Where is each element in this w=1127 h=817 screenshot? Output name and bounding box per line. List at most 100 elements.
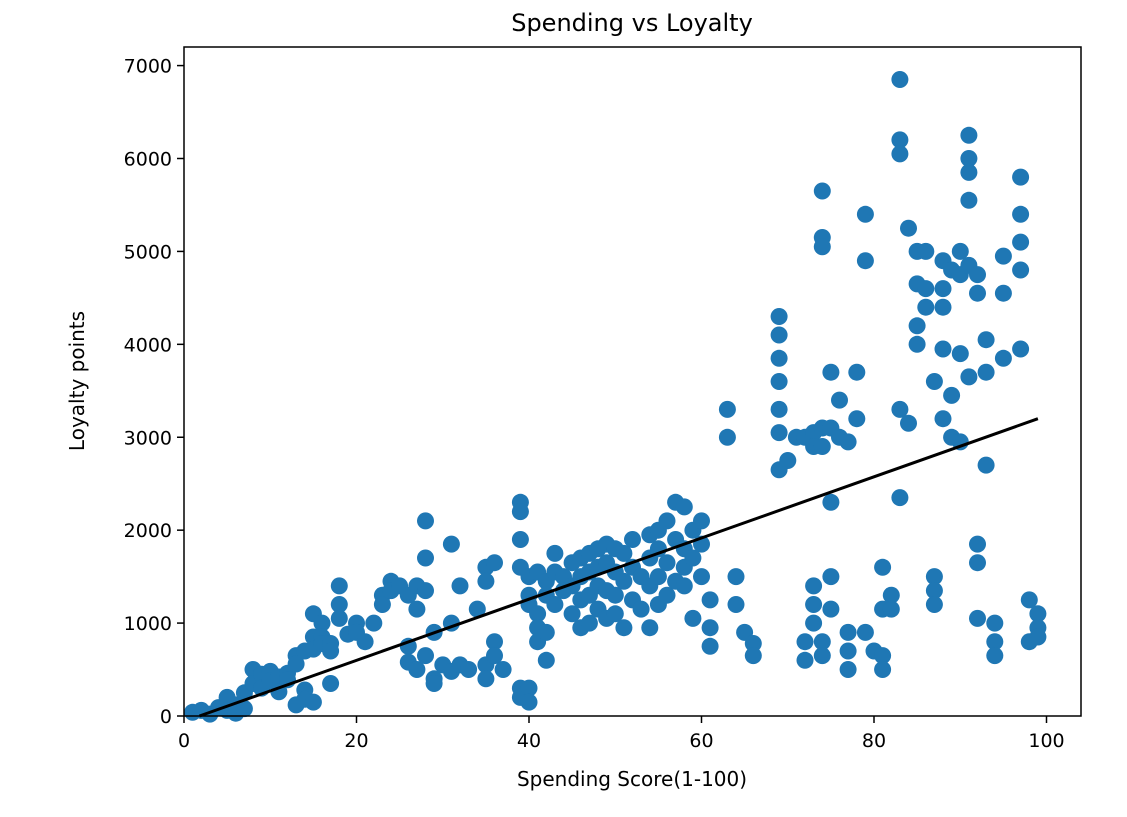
data-point <box>451 577 469 595</box>
data-point <box>460 661 478 678</box>
data-point <box>882 600 900 618</box>
data-point <box>330 609 348 627</box>
data-point <box>313 614 331 632</box>
data-point <box>1012 168 1030 186</box>
data-point <box>580 614 598 632</box>
data-point <box>951 242 969 260</box>
data-point <box>856 623 874 641</box>
data-point <box>546 596 564 613</box>
data-point <box>917 298 935 316</box>
data-point <box>408 600 426 618</box>
data-point <box>615 619 633 637</box>
y-tick-label: 7000 <box>124 56 172 78</box>
data-point <box>322 675 340 692</box>
data-point <box>882 586 900 604</box>
data-point <box>934 340 952 358</box>
y-tick-label: 3000 <box>124 427 172 449</box>
data-point <box>917 242 935 260</box>
data-point <box>813 633 831 651</box>
data-point <box>813 238 831 256</box>
data-point <box>925 596 943 613</box>
data-point <box>960 191 978 209</box>
data-point <box>1012 205 1030 223</box>
data-point <box>969 284 986 302</box>
data-point <box>417 512 434 530</box>
data-point <box>891 400 909 418</box>
data-point <box>925 373 943 390</box>
data-point <box>442 535 460 553</box>
data-point <box>494 661 512 678</box>
data-point <box>417 549 434 567</box>
data-point <box>805 596 823 613</box>
data-point <box>684 609 702 627</box>
data-point <box>235 700 253 718</box>
data-point <box>701 637 719 655</box>
data-point <box>986 633 1004 651</box>
data-point <box>658 586 676 604</box>
y-tick-label: 0 <box>160 706 172 728</box>
data-point <box>1012 340 1030 358</box>
plot-frame <box>183 46 1082 717</box>
y-tick-label: 5000 <box>124 241 172 263</box>
data-point <box>322 642 340 660</box>
data-point <box>822 568 840 586</box>
data-point <box>287 655 305 673</box>
data-point <box>520 679 538 697</box>
data-point <box>417 647 434 665</box>
data-point <box>486 633 503 651</box>
y-tick-label: 6000 <box>124 149 172 171</box>
data-point <box>675 577 693 595</box>
data-point <box>1012 261 1030 279</box>
data-point <box>641 619 659 637</box>
data-point <box>925 568 943 586</box>
data-point <box>908 335 926 353</box>
points-layer <box>184 71 1047 723</box>
data-point <box>960 163 978 181</box>
data-point <box>727 568 745 586</box>
data-point <box>356 633 374 651</box>
y-axis-label: Loyalty points <box>65 311 89 451</box>
data-point <box>874 661 892 678</box>
data-point <box>511 503 529 521</box>
data-point <box>468 600 486 618</box>
data-point <box>486 554 503 572</box>
data-point <box>839 661 857 678</box>
y-tick-label: 1000 <box>124 613 172 635</box>
data-point <box>891 131 909 149</box>
data-point <box>822 493 840 511</box>
data-point <box>839 642 857 660</box>
data-point <box>960 126 978 144</box>
data-point <box>969 554 986 572</box>
data-point <box>822 363 840 381</box>
data-point <box>718 428 736 446</box>
data-point <box>417 582 434 600</box>
data-point <box>969 266 986 284</box>
data-point <box>701 591 719 609</box>
data-point <box>796 651 814 669</box>
data-point <box>839 623 857 641</box>
data-point <box>805 577 823 595</box>
data-point <box>986 614 1004 632</box>
data-point <box>511 531 529 548</box>
data-point <box>805 614 823 632</box>
data-point <box>425 675 443 692</box>
x-tick-label: 0 <box>178 730 190 752</box>
data-point <box>770 308 788 325</box>
data-point <box>658 554 676 572</box>
data-point <box>856 252 874 270</box>
data-point <box>606 605 624 623</box>
data-point <box>693 568 710 586</box>
data-point <box>529 605 547 623</box>
data-point <box>986 647 1004 665</box>
data-point <box>891 489 909 507</box>
data-point <box>994 247 1012 265</box>
data-point <box>1020 591 1038 609</box>
data-point <box>563 605 581 623</box>
data-point <box>856 205 874 223</box>
data-point <box>943 386 961 404</box>
data-point <box>994 349 1012 367</box>
data-point <box>917 280 935 298</box>
data-point <box>718 400 736 418</box>
